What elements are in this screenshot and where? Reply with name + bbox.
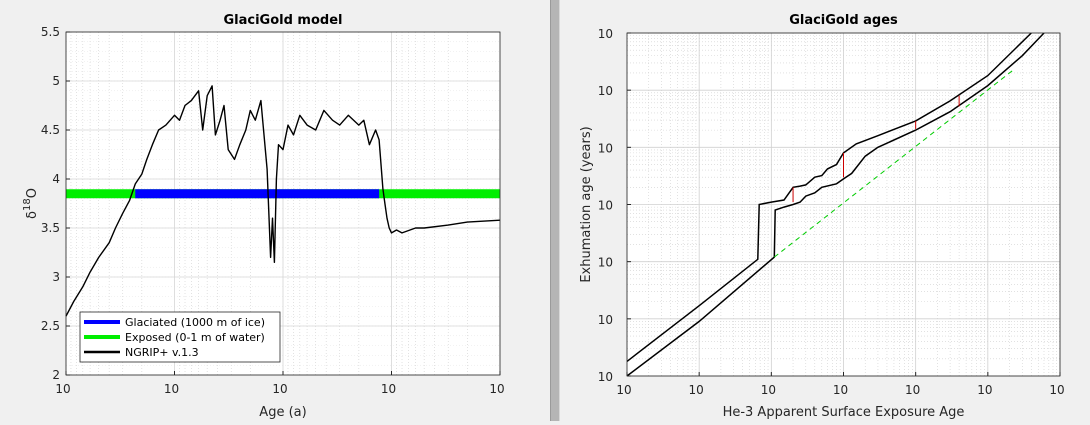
panel-divider — [550, 0, 560, 421]
x-tick-label: 10 — [905, 383, 920, 397]
y-tick-label: 4.5 — [41, 123, 60, 137]
x-tick-label: 10 — [55, 382, 70, 396]
x-axis-label: He-3 Apparent Surface Exposure Age — [723, 405, 965, 420]
series-black-line-2 — [627, 33, 1045, 376]
y-axis-label: Exhumation age (years) — [579, 126, 594, 282]
y-tick-label: 10 — [598, 313, 613, 327]
x-tick-label: 10 — [833, 383, 848, 397]
chart-panel-left: 10710610510410322.533.544.555.5GlaciGold… — [0, 0, 550, 421]
legend-label: Exposed (0-1 m of water) — [125, 331, 265, 344]
exhumation-ages-chart: 1021031041051061071081021031041051061071… — [579, 13, 1065, 420]
x-tick-label: 10 — [977, 383, 992, 397]
x-tick-label: 10 — [489, 382, 504, 396]
legend-label: NGRIP+ v.1.3 — [125, 346, 199, 359]
y-tick-label: 10 — [598, 141, 613, 155]
y-tick-label: 3 — [52, 270, 60, 284]
x-tick-label: 10 — [689, 383, 704, 397]
y-axis-label: δ18O — [22, 188, 40, 219]
legend-label: Glaciated (1000 m of ice) — [125, 316, 265, 329]
y-tick-label: 10 — [598, 199, 613, 213]
y-tick-label: 10 — [598, 256, 613, 270]
chart-panel-right: 1021031041051061071081021031041051061071… — [558, 0, 1090, 421]
legend: Glaciated (1000 m of ice) Exposed (0-1 m … — [79, 311, 281, 363]
series-ngrip-line — [65, 85, 501, 317]
y-tick-label: 10 — [598, 84, 613, 98]
series-green-dashed — [773, 69, 1015, 258]
y-tick-label: 3.5 — [41, 221, 60, 235]
y-tick-label: 10 — [598, 370, 613, 384]
series-black-line-1 — [627, 33, 1032, 362]
y-tick-label: 10 — [598, 27, 613, 41]
delta-o18-chart: 10710610510410322.533.544.555.5GlaciGold… — [22, 13, 505, 420]
x-tick-label: 10 — [272, 382, 287, 396]
x-axis-label: Age (a) — [259, 405, 306, 420]
y-tick-label: 2 — [52, 368, 60, 382]
y-tick-label: 4 — [52, 172, 60, 186]
y-axis-label-end: O — [25, 188, 40, 198]
x-tick-label: 10 — [616, 383, 631, 397]
chart-title: GlaciGold ages — [789, 13, 898, 28]
y-axis-label-delta: δ — [25, 211, 40, 219]
chart-title: GlaciGold model — [223, 13, 342, 28]
x-tick-label: 10 — [381, 382, 396, 396]
y-tick-label: 5 — [52, 74, 60, 88]
y-tick-label: 2.5 — [41, 319, 60, 333]
y-axis-label-sup: 18 — [22, 198, 33, 211]
x-tick-label: 10 — [164, 382, 179, 396]
plot-series — [627, 33, 1045, 376]
y-tick-label: 5.5 — [41, 25, 60, 39]
x-tick-label: 10 — [761, 383, 776, 397]
x-tick-label: 10 — [1049, 383, 1064, 397]
